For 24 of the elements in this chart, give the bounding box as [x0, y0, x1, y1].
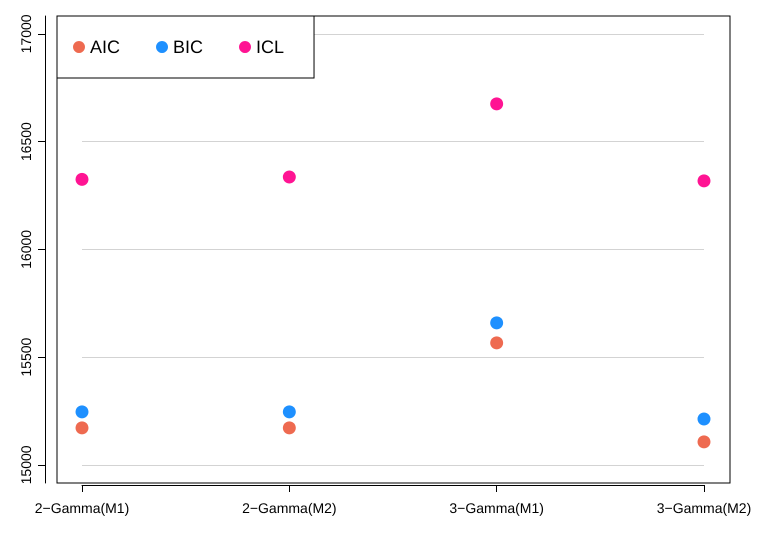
point [698, 174, 710, 188]
x-tick-label: 3−Gamma(M1) [449, 500, 544, 516]
legend-label: ICL [256, 37, 284, 57]
point [698, 412, 710, 426]
y-tick-label: 15500 [18, 337, 34, 377]
point [76, 421, 88, 434]
y-tick-label: 16000 [18, 230, 34, 269]
point [76, 172, 88, 186]
point [490, 97, 504, 110]
x-tick-label: 3−Gamma(M2) [656, 500, 752, 516]
legend-label: AIC [90, 37, 120, 57]
y-tick-label: 17000 [18, 14, 34, 54]
point [282, 170, 296, 184]
point [490, 316, 504, 330]
y-tick-label: 16500 [18, 122, 34, 162]
point [490, 336, 504, 350]
point [282, 405, 296, 418]
x-tick-label: 2−Gamma(M1) [34, 500, 130, 516]
x-tick-label: 2−Gamma(M2) [242, 500, 337, 516]
point [282, 421, 296, 434]
legend-label: BIC [173, 37, 204, 57]
point [76, 405, 88, 418]
y-tick-label: 15000 [18, 445, 34, 484]
point [698, 435, 710, 448]
